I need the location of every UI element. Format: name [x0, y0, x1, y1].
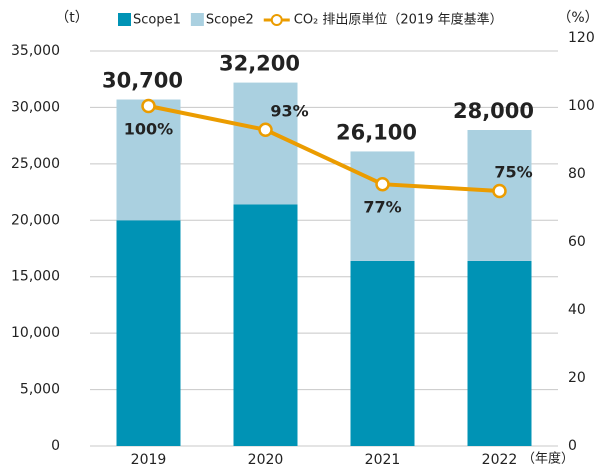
y2-unit: （%）: [557, 10, 598, 26]
x-tick-label: 2021: [365, 452, 401, 468]
bar-segment: [350, 151, 415, 261]
x-tick-label: 2022: [482, 452, 518, 468]
y-tick-label: 30,000: [11, 99, 60, 115]
x-unit: （年度）: [522, 451, 574, 467]
bar-segment: [233, 82, 298, 205]
total-label: 26,100: [336, 120, 417, 144]
value-label: 100%: [124, 120, 173, 139]
total-label: 28,000: [453, 99, 534, 123]
y-unit: （t）: [55, 10, 89, 26]
bar-segment: [116, 99, 181, 221]
line-marker: [492, 183, 507, 199]
bar-segment: [116, 220, 181, 446]
y-tick-label: 35,000: [11, 43, 60, 59]
total-label: 32,200: [219, 52, 300, 76]
y-tick-label: 10,000: [11, 325, 60, 341]
value-label: 75%: [494, 163, 532, 182]
y-tick-label: 5,000: [20, 382, 60, 398]
line-marker: [141, 98, 156, 114]
y2-tick-label: 80: [568, 166, 586, 182]
total-label: 30,700: [102, 69, 183, 93]
legend-label: Scope1: [133, 13, 181, 28]
y-tick-label: 20,000: [11, 212, 60, 228]
y2-tick-label: 0: [568, 438, 577, 454]
legend-marker: [270, 14, 283, 26]
x-tick-label: 2019: [131, 452, 167, 468]
y2-tick-label: 120: [568, 30, 595, 46]
legend-label: CO₂ 排出原単位（2019 年度基準）: [294, 12, 503, 28]
value-label: 93%: [270, 101, 308, 120]
line: [148, 104, 500, 193]
value-label: 77%: [363, 198, 401, 217]
bar-segment: [233, 204, 298, 446]
y2-tick-label: 60: [568, 234, 586, 250]
y2-tick-label: 100: [568, 98, 595, 114]
line-marker: [375, 176, 390, 192]
legend-swatch: [118, 13, 131, 26]
y2-tick-label: 40: [568, 302, 586, 318]
y-tick-label: 25,000: [11, 156, 60, 172]
y-tick-label: 0: [51, 438, 60, 454]
line-marker: [258, 122, 273, 138]
x-tick-label: 2020: [248, 452, 284, 468]
y2-tick-label: 20: [568, 370, 586, 386]
legend-label: Scope2: [206, 13, 254, 28]
bar-segment: [467, 260, 532, 446]
bar-segment: [350, 260, 415, 446]
legend-swatch: [190, 13, 204, 26]
y-tick-label: 15,000: [11, 269, 60, 285]
